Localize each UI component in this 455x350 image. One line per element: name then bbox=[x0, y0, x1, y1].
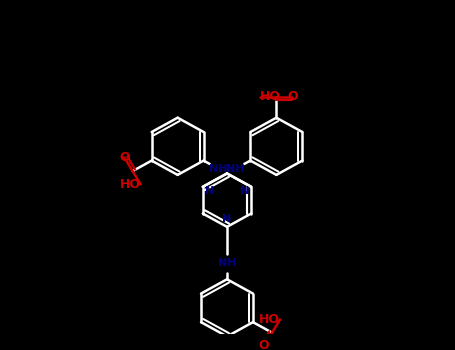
Text: O: O bbox=[259, 340, 269, 350]
Text: HO: HO bbox=[120, 178, 141, 191]
Text: NH: NH bbox=[227, 164, 245, 174]
Text: O: O bbox=[119, 152, 130, 164]
Text: N: N bbox=[240, 186, 249, 196]
Text: N: N bbox=[205, 186, 214, 196]
Text: HO: HO bbox=[259, 313, 280, 326]
Text: O: O bbox=[287, 90, 298, 103]
Text: N: N bbox=[222, 214, 232, 224]
Text: NH: NH bbox=[209, 164, 228, 174]
Text: HO: HO bbox=[260, 90, 281, 103]
Text: NH: NH bbox=[218, 258, 236, 268]
